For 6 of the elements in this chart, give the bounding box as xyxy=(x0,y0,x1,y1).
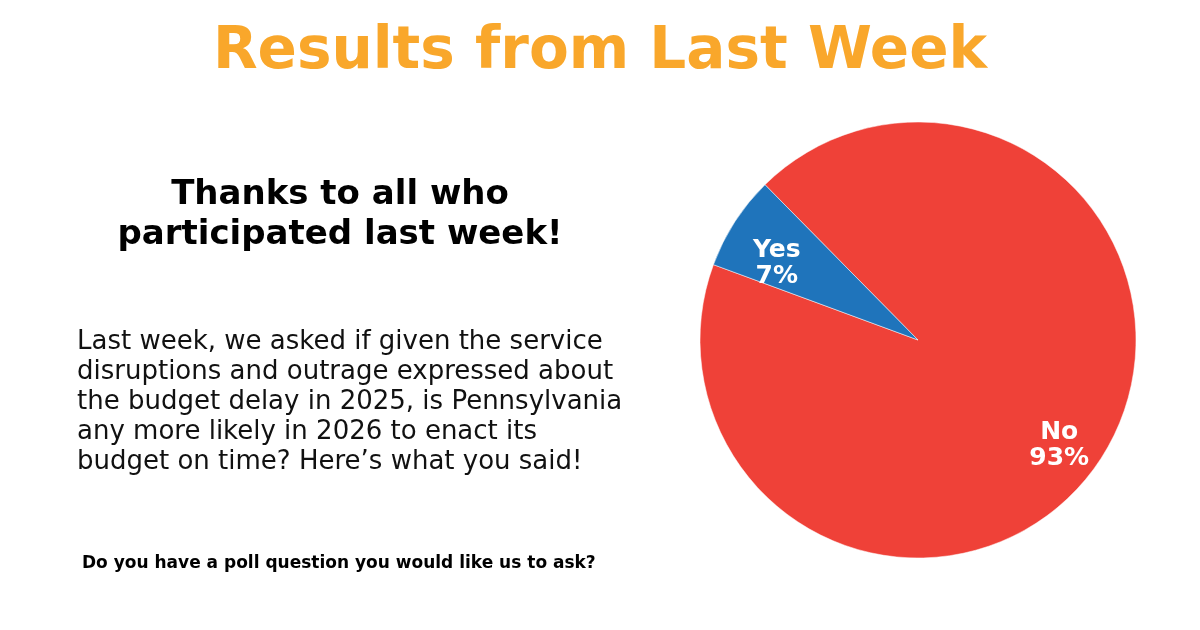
text: Do you have a poll question you would like us to ask? xyxy=(82,552,597,572)
text: Thanks to all who participated last week! xyxy=(116,172,564,252)
text: Last week, we asked if given the service disruptions and outrage expressed about the budget delay in 2025, is Pennsylvania any more likely in 2026 to enact its budget on time? Here’s what you said! xyxy=(77,325,624,475)
chart-title: Results from Last Week xyxy=(211,14,989,82)
pie-slice xyxy=(699,121,1137,559)
pie-slice xyxy=(713,184,919,341)
